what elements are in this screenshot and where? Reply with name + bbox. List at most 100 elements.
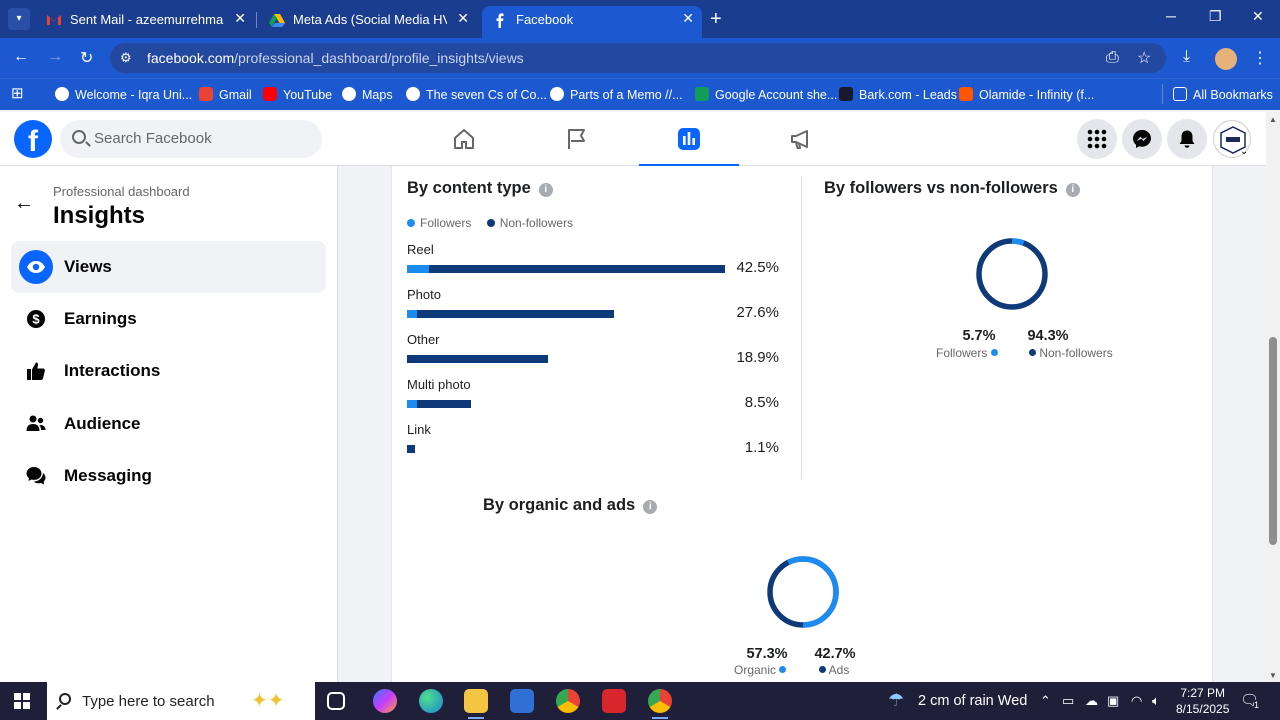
bookmark-item[interactable]: Welcome - Iqra Uni...	[55, 87, 192, 102]
tab-search-button[interactable]: ▾	[8, 8, 30, 30]
cloud-icon[interactable]: ☁	[1085, 693, 1098, 708]
menu-button[interactable]	[1077, 119, 1117, 159]
task-view-icon[interactable]	[327, 692, 345, 710]
tab-meta-ads[interactable]: Meta Ads (Social Media HVAC C ✕	[259, 6, 477, 38]
download-icon[interactable]: ⤓	[1183, 48, 1191, 65]
bookmarks-bar: ⊞ Welcome - Iqra Uni... Gmail YouTube Ma…	[0, 78, 1280, 110]
tab-facebook[interactable]: Facebook ✕	[482, 6, 702, 38]
site-info-icon[interactable]: ⚙	[120, 50, 132, 65]
bookmark-item[interactable]: Google Account she...	[695, 87, 837, 102]
home-icon	[454, 129, 474, 149]
bookmark-item[interactable]: YouTube	[263, 87, 332, 102]
restore-icon[interactable]: ❐	[1209, 8, 1222, 24]
forward-arrow-icon[interactable]: →	[47, 48, 63, 65]
weather-text[interactable]: 2 cm of rain Wed	[918, 693, 1028, 709]
info-icon[interactable]: i	[643, 500, 658, 514]
windows-start-icon[interactable]	[14, 693, 30, 709]
nav-ads[interactable]	[751, 112, 851, 166]
wps-office-icon[interactable]	[602, 689, 626, 713]
tab-label: Meta Ads (Social Media HVAC C	[293, 12, 447, 27]
non-followers-bar-segment	[417, 400, 471, 408]
messenger-button[interactable]	[1122, 119, 1162, 159]
facebook-search[interactable]	[60, 120, 322, 158]
page-scrollbar[interactable]: ▲ ▼	[1266, 112, 1280, 682]
wifi-icon[interactable]: ◠	[1131, 693, 1143, 708]
chrome-icon[interactable]	[556, 689, 580, 713]
volume-icon[interactable]: 🔈︎	[1152, 693, 1160, 708]
new-tab-icon[interactable]: +	[710, 8, 722, 30]
back-arrow-icon[interactable]: ←	[13, 48, 29, 65]
apps-grid-icon[interactable]: ⊞	[11, 85, 24, 102]
bookmark-item[interactable]: Parts of a Memo //...	[550, 87, 683, 102]
clock-date: 8/15/2025	[1176, 702, 1230, 716]
edge-icon[interactable]	[419, 689, 443, 713]
bookmark-item[interactable]: Bark.com - Leads	[839, 87, 957, 102]
sidebar-item-interactions[interactable]: Interactions	[11, 345, 326, 397]
nav-home[interactable]	[414, 112, 514, 166]
tab-gmail[interactable]: Sent Mail - azeemurrehman496 ✕	[36, 6, 254, 38]
people-icon	[19, 407, 53, 441]
page-avatar[interactable]	[1213, 120, 1251, 158]
chevron-down-icon[interactable]: ⌄	[1240, 146, 1249, 157]
close-icon[interactable]: ✕	[457, 10, 469, 26]
organic-slice	[767, 556, 839, 628]
sidebar-item-views[interactable]: Views	[11, 241, 326, 293]
gmail-icon	[47, 15, 61, 25]
close-icon[interactable]: ✕	[234, 10, 246, 26]
minimize-icon[interactable]: ─	[1166, 8, 1176, 24]
reload-icon[interactable]: ↻	[80, 50, 94, 67]
file-explorer-icon[interactable]	[464, 689, 488, 719]
system-clock[interactable]: 7:27 PM 8/15/2025	[1176, 685, 1229, 717]
facebook-logo-icon[interactable]: f	[14, 120, 52, 158]
nav-insights[interactable]	[639, 112, 739, 167]
nav-pages[interactable]	[527, 112, 627, 166]
row-percentage: 27.6%	[736, 304, 779, 321]
chrome-profile-icon[interactable]	[648, 689, 672, 719]
search-input[interactable]	[94, 130, 304, 147]
close-window-icon[interactable]: ✕	[1252, 8, 1264, 24]
chevron-up-icon[interactable]: ⌃	[1040, 693, 1051, 708]
insights-chart-icon	[678, 128, 700, 150]
grid-menu-icon	[1087, 129, 1107, 149]
bookmark-item[interactable]: The seven Cs of Co...	[406, 87, 547, 102]
followers-bar-segment	[407, 265, 429, 273]
bookmark-item[interactable]: Gmail	[199, 87, 252, 102]
back-arrow-icon[interactable]: ←	[14, 192, 34, 214]
scroll-thumb[interactable]	[1269, 337, 1277, 545]
display-icon[interactable]: ▣	[1107, 693, 1120, 708]
sidebar-item-audience[interactable]: Audience	[11, 398, 326, 450]
taskbar-search-input[interactable]	[82, 693, 262, 710]
chat-icon	[19, 459, 53, 493]
ads-pct: 42.7%	[814, 646, 856, 662]
bookmark-item[interactable]: Maps	[342, 87, 393, 102]
non-followers-bar-segment	[429, 265, 725, 273]
organic-pct: 57.3%	[746, 646, 788, 662]
row-percentage: 1.1%	[744, 439, 779, 456]
non-followers-caption: Non-followers	[1029, 346, 1113, 360]
store-icon[interactable]	[510, 689, 534, 713]
search-icon	[72, 130, 86, 144]
battery-icon[interactable]: ▭	[1062, 693, 1075, 708]
scroll-up-icon[interactable]: ▲	[1269, 115, 1277, 124]
close-icon[interactable]: ✕	[682, 10, 694, 26]
bookmark-item[interactable]: Olamide - Infinity (f...	[959, 87, 1094, 102]
insights-sidebar: ← Professional dashboard Insights Views …	[0, 166, 338, 682]
all-bookmarks[interactable]: All Bookmarks	[1173, 87, 1273, 102]
row-percentage: 42.5%	[736, 259, 779, 276]
install-app-icon[interactable]: ⎙	[1106, 49, 1119, 66]
info-icon[interactable]: i	[538, 183, 553, 197]
sidebar-item-earnings[interactable]: $ Earnings	[11, 293, 326, 345]
star-icon[interactable]: ☆	[1137, 50, 1152, 67]
bar-track	[407, 265, 725, 273]
taskbar-search[interactable]: ✦✦	[47, 682, 315, 720]
scroll-down-icon[interactable]: ▼	[1269, 671, 1277, 680]
info-icon[interactable]: i	[1065, 183, 1080, 197]
browser-profile-avatar[interactable]	[1215, 48, 1237, 70]
url-field[interactable]: ⚙ facebook.com/professional_dashboard/pr…	[110, 43, 1166, 73]
legend-non-followers: Non-followers	[499, 216, 574, 230]
notifications-button[interactable]	[1167, 119, 1207, 159]
more-menu-icon[interactable]: ⋮	[1252, 50, 1268, 67]
row-percentage: 8.5%	[744, 394, 779, 411]
copilot-icon[interactable]	[373, 689, 397, 713]
sidebar-item-messaging[interactable]: Messaging	[11, 450, 326, 502]
